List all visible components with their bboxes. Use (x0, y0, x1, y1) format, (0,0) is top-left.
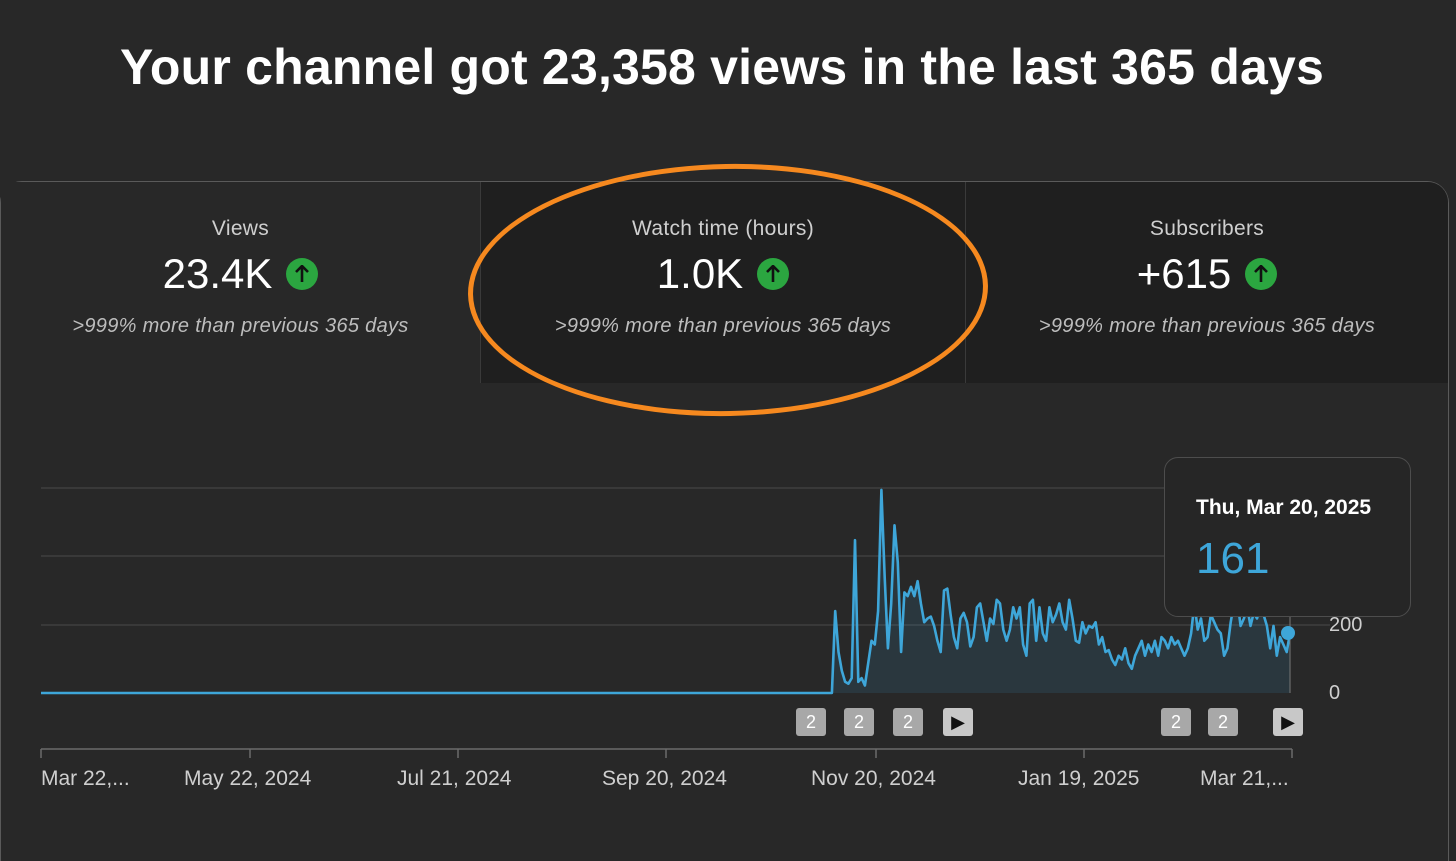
x-tick-label: Sep 20, 2024 (602, 767, 727, 790)
video-published-marker[interactable]: ▶ (1273, 708, 1303, 736)
x-tick-label: Jan 19, 2025 (1018, 767, 1140, 790)
x-tick-label: May 22, 2024 (184, 767, 312, 790)
metric-card-views[interactable]: Views 23.4K >999% more than previous 365… (1, 182, 480, 383)
y-tick-label: 0 (1329, 682, 1341, 704)
x-tick-label: Jul 21, 2024 (397, 767, 512, 790)
y-tick-label: 200 (1329, 614, 1363, 636)
arrow-up-icon (757, 258, 790, 290)
x-tick-label: Mar 22,... (41, 767, 130, 790)
milestone-marker[interactable]: 2 (1161, 708, 1191, 736)
metric-label: Watch time (hours) (632, 217, 814, 240)
video-published-marker[interactable]: ▶ (943, 708, 973, 736)
metric-value: +615 (1136, 250, 1232, 297)
views-line-chart (40, 487, 1330, 758)
page-headline: Your channel got 23,358 views in the las… (120, 39, 1324, 95)
selected-data-point (1281, 625, 1295, 640)
tooltip-date: Thu, Mar 20, 2025 (1196, 496, 1372, 519)
chart-tooltip: Thu, Mar 20, 2025 161 (1164, 457, 1411, 617)
milestone-marker[interactable]: 2 (796, 708, 826, 736)
metric-card-watch-time[interactable]: Watch time (hours) 1.0K >999% more than … (480, 182, 965, 383)
metric-card-subscribers[interactable]: Subscribers +615 >999% more than previou… (965, 182, 1448, 383)
metric-comparison: >999% more than previous 365 days (554, 315, 892, 337)
x-tick-label: Nov 20, 2024 (811, 767, 936, 790)
views-area (41, 489, 1290, 693)
arrow-up-icon (286, 258, 319, 290)
arrow-up-icon (1245, 258, 1278, 290)
views-line (41, 488, 1292, 695)
milestone-marker[interactable]: 2 (844, 708, 874, 736)
x-tick-label: Mar 21,... (1200, 767, 1289, 790)
metric-label: Subscribers (1149, 217, 1265, 240)
metric-value: 23.4K (162, 250, 273, 297)
metric-comparison: >999% more than previous 365 days (1038, 315, 1376, 337)
metric-value: 1.0K (656, 250, 744, 297)
metric-comparison: >999% more than previous 365 days (72, 315, 409, 337)
milestone-marker[interactable]: 2 (1208, 708, 1238, 736)
milestone-marker[interactable]: 2 (893, 708, 923, 736)
metric-label: Views (211, 217, 270, 240)
tooltip-value: 161 (1196, 534, 1270, 583)
